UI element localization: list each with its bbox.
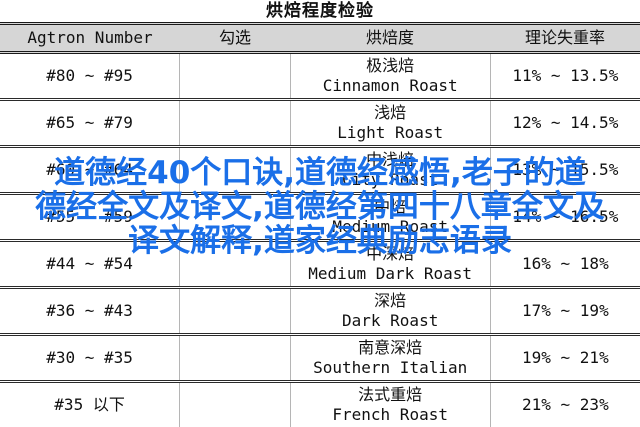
loss-rate: 12% ~ 14.5% bbox=[489, 101, 640, 145]
agtron-range: #36 ~ #43 bbox=[46, 301, 133, 320]
check-cell[interactable] bbox=[179, 336, 289, 380]
col-header-roast: 烘焙度 bbox=[365, 28, 414, 47]
agtron-range: #60 ~ #64 bbox=[46, 160, 133, 179]
table-row: #55 ~ #59 中焙 Medium Roast 14% ~ 16.5% bbox=[0, 195, 640, 242]
table-row: #36 ~ #43 深焙 Dark Roast 17% ~ 19% bbox=[0, 289, 640, 336]
table-row: #65 ~ #79 浅焙 Light Roast 12% ~ 14.5% bbox=[0, 101, 640, 148]
check-cell[interactable] bbox=[179, 54, 289, 98]
roast-name-cell: 中深焙 Medium Dark Roast bbox=[289, 242, 490, 286]
roast-name-en: Southern Italian bbox=[313, 358, 468, 377]
check-cell[interactable] bbox=[179, 383, 289, 427]
agtron-range: #35 以下 bbox=[54, 395, 125, 414]
loss-rate: 17% ~ 19% bbox=[489, 289, 640, 333]
table-row: #30 ~ #35 南意深焙 Southern Italian 19% ~ 21… bbox=[0, 336, 640, 383]
roast-name-cn: 中浅焙 bbox=[366, 150, 415, 169]
roast-name-en: French Roast bbox=[332, 405, 448, 424]
roast-name-en: City Roast bbox=[342, 170, 439, 189]
roast-name-cell: 南意深焙 Southern Italian bbox=[289, 336, 490, 380]
loss-rate: 16% ~ 18% bbox=[489, 242, 640, 286]
loss-rate: 21% ~ 23% bbox=[489, 383, 640, 427]
loss-rate: 19% ~ 21% bbox=[489, 336, 640, 380]
agtron-range: #30 ~ #35 bbox=[46, 348, 133, 367]
roast-name-en: Light Roast bbox=[337, 123, 444, 142]
agtron-range: #65 ~ #79 bbox=[46, 113, 133, 132]
check-cell[interactable] bbox=[179, 148, 289, 192]
page-title: 烘焙程度检验 bbox=[266, 1, 374, 21]
table-row: #35 以下 法式重焙 French Roast 21% ~ 23% bbox=[0, 383, 640, 427]
loss-rate: 14% ~ 16.5% bbox=[489, 195, 640, 239]
roast-name-cell: 极浅焙 Cinnamon Roast bbox=[289, 54, 490, 98]
roast-name-cell: 浅焙 Light Roast bbox=[289, 101, 490, 145]
roast-name-en: Cinnamon Roast bbox=[322, 76, 458, 95]
check-cell[interactable] bbox=[179, 289, 289, 333]
col-header-loss: 理论失重率 bbox=[524, 28, 605, 47]
roast-name-en: Medium Dark Roast bbox=[308, 264, 473, 283]
roast-name-cn: 南意深焙 bbox=[358, 338, 423, 357]
table-body: #80 ~ #95 极浅焙 Cinnamon Roast 11% ~ 13.5%… bbox=[0, 54, 640, 427]
roast-name-en: Medium Roast bbox=[332, 217, 448, 236]
col-header-agtron: Agtron Number bbox=[27, 28, 153, 47]
roast-name-cell: 中焙 Medium Roast bbox=[289, 195, 490, 239]
roast-name-cn: 中焙 bbox=[374, 197, 407, 216]
loss-rate: 13% ~ 15.5% bbox=[489, 148, 640, 192]
agtron-range: #80 ~ #95 bbox=[46, 66, 133, 85]
roast-name-cn: 法式重焙 bbox=[358, 385, 423, 404]
table-row: #44 ~ #54 中深焙 Medium Dark Roast 16% ~ 18… bbox=[0, 242, 640, 289]
roast-name-cell: 中浅焙 City Roast bbox=[289, 148, 490, 192]
check-cell[interactable] bbox=[179, 242, 289, 286]
roast-name-en: Dark Roast bbox=[342, 311, 439, 330]
agtron-range: #55 ~ #59 bbox=[46, 207, 133, 226]
check-cell[interactable] bbox=[179, 195, 289, 239]
table-row: #80 ~ #95 极浅焙 Cinnamon Roast 11% ~ 13.5% bbox=[0, 54, 640, 101]
loss-rate: 11% ~ 13.5% bbox=[489, 54, 640, 98]
roast-name-cn: 极浅焙 bbox=[366, 56, 415, 75]
roast-name-cn: 中深焙 bbox=[366, 244, 415, 263]
table-header-row: Agtron Number 勾选 烘焙度 理论失重率 bbox=[0, 22, 640, 54]
table-row: #60 ~ #64 中浅焙 City Roast 13% ~ 15.5% bbox=[0, 148, 640, 195]
roast-name-cell: 法式重焙 French Roast bbox=[289, 383, 490, 427]
roast-table: Agtron Number 勾选 烘焙度 理论失重率 #80 ~ #95 极浅焙… bbox=[0, 22, 640, 427]
agtron-range: #44 ~ #54 bbox=[46, 254, 133, 273]
roast-name-cn: 深焙 bbox=[374, 291, 407, 310]
roast-name-cell: 深焙 Dark Roast bbox=[289, 289, 490, 333]
col-header-check: 勾选 bbox=[218, 28, 251, 47]
check-cell[interactable] bbox=[179, 101, 289, 145]
roast-name-cn: 浅焙 bbox=[374, 103, 407, 122]
